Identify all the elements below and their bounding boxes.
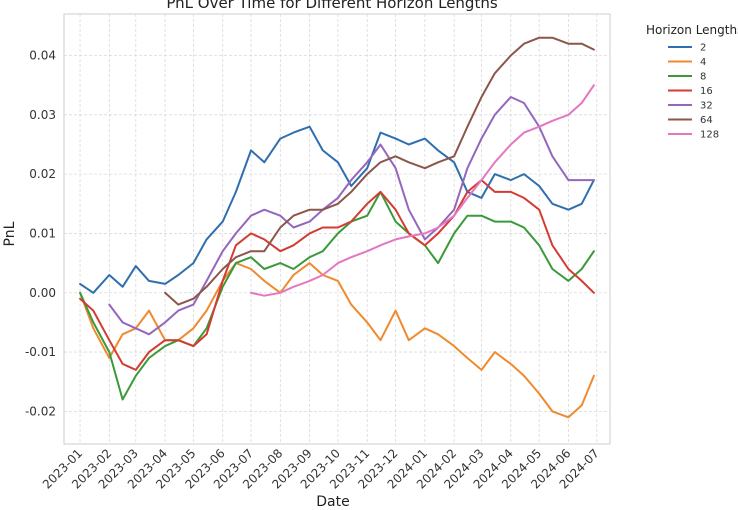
legend-label-32: 32 <box>700 101 713 112</box>
x-tick-labels: 2023-012023-022023-032023-042023-052023-… <box>40 446 602 491</box>
y-tick-label: 0.00 <box>29 286 56 300</box>
y-tick-label: 0.01 <box>29 226 56 240</box>
legend-label-4: 4 <box>700 57 706 68</box>
y-tick-label: 0.04 <box>29 49 56 63</box>
y-tick-label: 0.03 <box>29 108 56 122</box>
gridlines <box>64 14 610 444</box>
series-line-8 <box>79 190 595 401</box>
legend-label-128: 128 <box>700 130 719 141</box>
legend-label-16: 16 <box>700 86 713 97</box>
series-lines <box>79 36 595 419</box>
y-tick-label: -0.02 <box>25 404 56 418</box>
y-tick-labels: -0.02 -0.01 0.00 0.01 0.02 0.03 0.04 <box>25 49 56 419</box>
y-axis-title: PnL <box>2 221 18 246</box>
legend: Horizon Lengths 2 4 8 16 32 64 128 <box>646 23 738 141</box>
chart-title: PnL Over Time for Different Horizon Leng… <box>166 0 497 12</box>
legend-label-8: 8 <box>700 72 706 83</box>
series-line-2 <box>79 125 595 294</box>
x-axis-title: Date <box>316 494 349 510</box>
legend-label-2: 2 <box>700 43 706 54</box>
y-tick-label: -0.01 <box>25 345 56 359</box>
legend-label-64: 64 <box>700 115 713 126</box>
series-line-128 <box>250 84 595 297</box>
series-line-32 <box>108 96 595 336</box>
series-line-16 <box>79 179 595 371</box>
legend-title: Horizon Lengths <box>646 23 738 37</box>
y-tick-label: 0.02 <box>29 167 56 181</box>
series-line-64 <box>164 36 595 306</box>
